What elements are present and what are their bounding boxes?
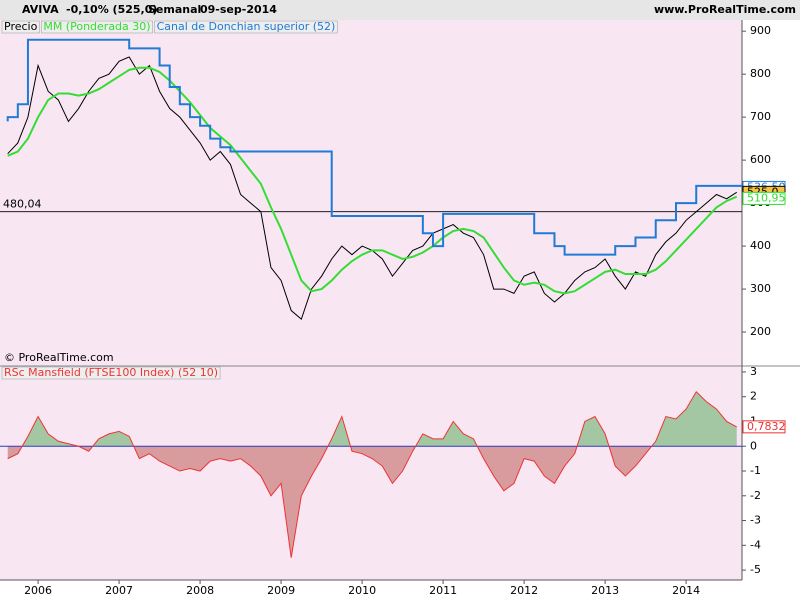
y-tick-label: -1 [750,464,761,477]
y-tick-label: 900 [750,24,771,37]
x-tick-label: 2013 [591,584,619,597]
x-tick-label: 2007 [105,584,133,597]
x-tick-label: 2014 [672,584,700,597]
legend-entry: Precio [4,20,38,33]
x-tick-label: 2009 [267,584,295,597]
axis-panel [742,20,800,600]
area-negative [7,446,737,558]
y-tick-label: 3 [750,365,757,378]
change: -0,10% (525,0) [66,3,157,16]
period: Semanal [148,3,201,16]
x-tick-label: 2010 [348,584,376,597]
y-tick-label: 0 [750,439,757,452]
y-tick-label: -3 [750,514,761,527]
series-line [7,66,738,295]
value-tag [742,420,786,434]
legend-box [154,20,338,34]
legend-entry: Canal de Donchian superior (52) [157,20,336,33]
series-line [7,390,737,558]
header-bar [0,0,800,20]
legend-box [41,20,153,34]
x-axis-panel [0,580,742,600]
x-tick-label: 2011 [429,584,457,597]
date: 09-sep-2014 [200,3,277,16]
series-line [6,38,742,256]
y-tick-label: 700 [750,110,771,123]
y-tick-label: -4 [750,538,761,551]
value-tag [742,191,786,205]
legend-entry: MM (Ponderada 30) [43,20,150,33]
y-tick-label: 800 [750,67,771,80]
legend-box [1,366,221,380]
x-tick-label: 2008 [186,584,214,597]
y-tick-label: -2 [750,489,761,502]
copyright: © ProRealTime.com [4,351,114,364]
value-tag-label: 510,95 [747,191,786,204]
y-tick-label: 600 [750,153,771,166]
y-tick-label: -5 [750,563,761,576]
y-tick-label: 200 [750,325,771,338]
reference-label: 480,04 [3,198,42,211]
x-tick-label: 2006 [24,584,52,597]
value-tag-label: 0,7832 [747,420,786,433]
site: www.ProRealTime.com [654,3,796,16]
y-tick-label: 2 [750,390,757,403]
y-tick-label: 300 [750,282,771,295]
legend-box [1,20,40,34]
symbol: AVIVA [22,3,59,16]
x-tick-label: 2012 [510,584,538,597]
legend-entry: RSc Mansfield (FTSE100 Index) (52 10) [4,366,218,379]
y-tick-label: 400 [750,239,771,252]
